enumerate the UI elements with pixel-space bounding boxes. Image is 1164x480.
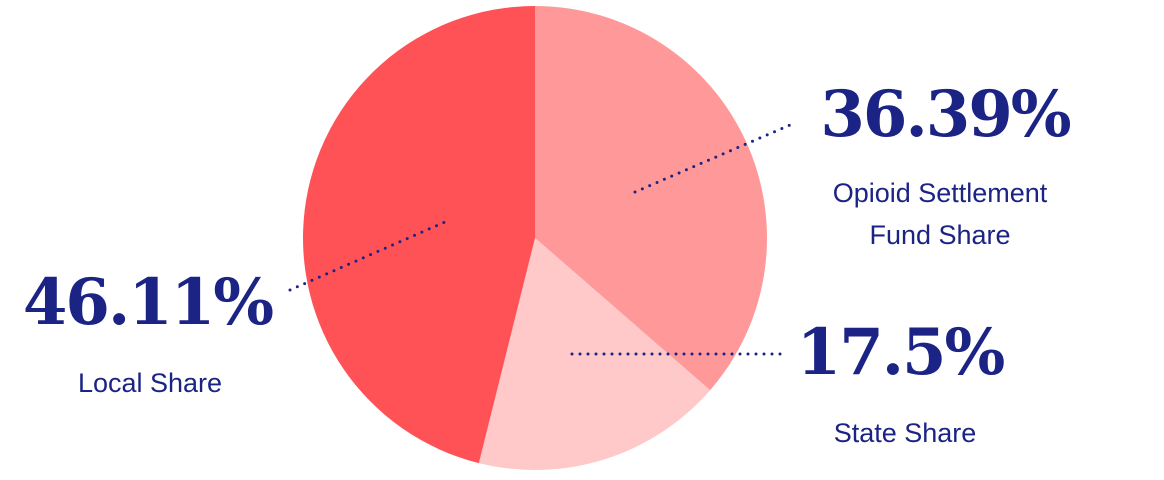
value-label: 17.5%: [796, 315, 1006, 390]
category-label: Local Share: [77, 368, 223, 398]
pie-slice: [303, 6, 535, 464]
pie-slice: [535, 6, 767, 391]
pie-slice: [478, 238, 711, 470]
category-label: State Share: [833, 418, 977, 448]
category-label: Opioid Settlement Fund Share: [832, 178, 1048, 250]
value-label: 46.11%: [22, 265, 274, 340]
value-label: 36.39%: [820, 77, 1071, 152]
